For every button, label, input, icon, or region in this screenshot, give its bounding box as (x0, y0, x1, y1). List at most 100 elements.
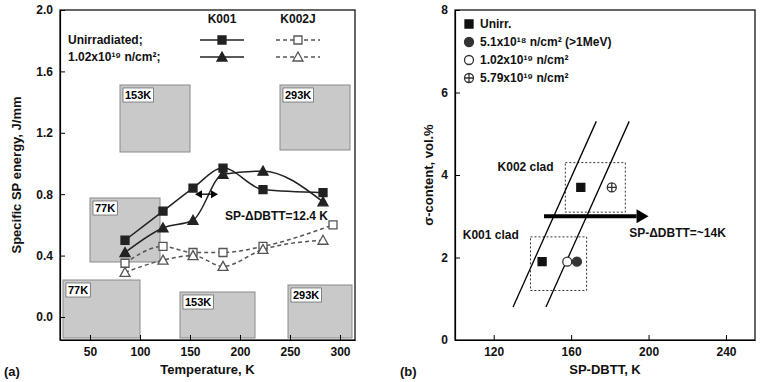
tick-label: 50 (84, 345, 98, 359)
inset-label-bg (291, 288, 321, 302)
tick-label: 240 (716, 345, 736, 359)
tick: 160 (562, 335, 582, 359)
panel: 12016020024002468K002 cladK001 cladSP-ΔD… (400, 3, 756, 379)
inset-label-bg (93, 201, 117, 215)
tick-mark (455, 10, 460, 11)
tick-label: 300 (330, 345, 350, 359)
tick-mark (455, 258, 460, 259)
tick-label: 4 (441, 168, 448, 182)
tick-mark (726, 335, 727, 340)
data-point (189, 184, 197, 192)
tick-mark (60, 194, 65, 195)
x-axis-title: Temperature, K (160, 362, 255, 377)
tick-mark (190, 335, 191, 340)
tick: 200 (230, 335, 250, 359)
tick-label: 1.2 (36, 126, 53, 140)
y-axis-title: σ-content, vol.% (421, 124, 436, 226)
panel-label: (b) (400, 364, 417, 379)
axis-line (61, 340, 356, 341)
legend-label: 5.79x10¹⁹ n/cm² (480, 71, 568, 85)
inset-label: 293K (285, 89, 311, 101)
tick-label: 100 (130, 345, 150, 359)
tick-mark (455, 93, 460, 94)
tick: 150 (180, 335, 200, 359)
data-point (159, 242, 167, 250)
tick: 6 (441, 86, 460, 100)
data-point (318, 197, 328, 206)
data-point (218, 169, 228, 178)
tick: 0.4 (36, 249, 65, 263)
tick-label: 0.0 (36, 310, 53, 324)
arrow-shaft (544, 214, 637, 218)
inset-image (180, 292, 255, 338)
y-axis: 0.0 0.4 0.8 1.2 1.6 2.0 (36, 3, 65, 340)
trend-line (546, 121, 629, 307)
legend-marker (294, 36, 302, 44)
axis-line (456, 340, 756, 341)
series-line (125, 225, 333, 263)
data-point (319, 189, 327, 197)
tick: 4 (441, 168, 460, 182)
tick: 250 (280, 335, 300, 359)
legend-marker (465, 56, 474, 65)
legend-marker (293, 52, 303, 61)
plot-frame (455, 10, 755, 340)
tick-label: 2 (441, 251, 448, 265)
inset-label: 293K (293, 289, 319, 301)
data-point (188, 251, 198, 260)
tick-label: 0 (441, 333, 448, 347)
arrow-head (637, 209, 649, 223)
legend-label: 5.1x10¹⁸ n/cm² (>1MeV) (480, 35, 611, 49)
tick-label: 150 (180, 345, 200, 359)
tick-label: 2.0 (36, 3, 53, 17)
annotations: K002 cladK001 cladSP-ΔDBTT=~14K (463, 160, 726, 242)
y-axis-title: Specific SP energy, J/mm (9, 96, 24, 253)
data-point (258, 166, 268, 175)
tick-mark (60, 317, 65, 318)
tick-mark (494, 335, 495, 340)
tick-mark (649, 335, 650, 340)
inset-label-bg (123, 88, 153, 102)
tick-mark (60, 10, 65, 11)
legend-marker (218, 36, 226, 44)
data-point (158, 255, 168, 264)
legend: Unirr.5.1x10¹⁸ n/cm² (>1MeV)1.02x10¹⁹ n/… (465, 17, 612, 85)
series-line (125, 240, 323, 272)
tick: 120 (484, 335, 504, 359)
tick-mark (60, 71, 65, 72)
tick: 300 (330, 335, 350, 359)
tick-mark (60, 256, 65, 257)
tick-label: 120 (484, 345, 504, 359)
y-axis: 0 2 4 6 8 (441, 3, 460, 347)
data-point (258, 244, 268, 253)
tick-label: 250 (280, 345, 300, 359)
inset-image (280, 85, 350, 150)
tick-mark (340, 335, 341, 340)
tick-label: 1.6 (36, 65, 53, 79)
tick-label: 200 (230, 345, 250, 359)
x-axis-title: SP-DBTT, K (569, 362, 641, 377)
inset-label-bg (66, 283, 90, 297)
data-point (218, 261, 228, 270)
tick: 1.6 (36, 65, 65, 79)
panel: 50 100 150 200 250 300 0.0 0.4 0.8 1.2 1.6 2.0 SP-ΔD… (4, 3, 356, 379)
legend-header: K001 (208, 12, 237, 26)
data-point (120, 248, 130, 257)
legend-label: 1.02x10¹⁹ n/cm² (480, 53, 568, 67)
data-point (607, 183, 616, 192)
data-point (120, 267, 130, 276)
inset-image (120, 85, 190, 152)
legend-marker (465, 74, 474, 83)
annotation: SP-ΔDBTT=~14K (629, 226, 726, 240)
tick: 8 (441, 3, 460, 17)
trend-line (513, 121, 596, 307)
tick-mark (290, 335, 291, 340)
annotation: K001 clad (463, 228, 519, 242)
tick-label: 6 (441, 86, 448, 100)
tick: 0.8 (36, 188, 65, 202)
inset-label-bg (283, 88, 313, 102)
tick-mark (140, 335, 141, 340)
x-axis: 120160200240 (456, 335, 756, 359)
annotation: SP-ΔDBTT=12.4 K (225, 209, 328, 223)
tick-mark (455, 175, 460, 176)
